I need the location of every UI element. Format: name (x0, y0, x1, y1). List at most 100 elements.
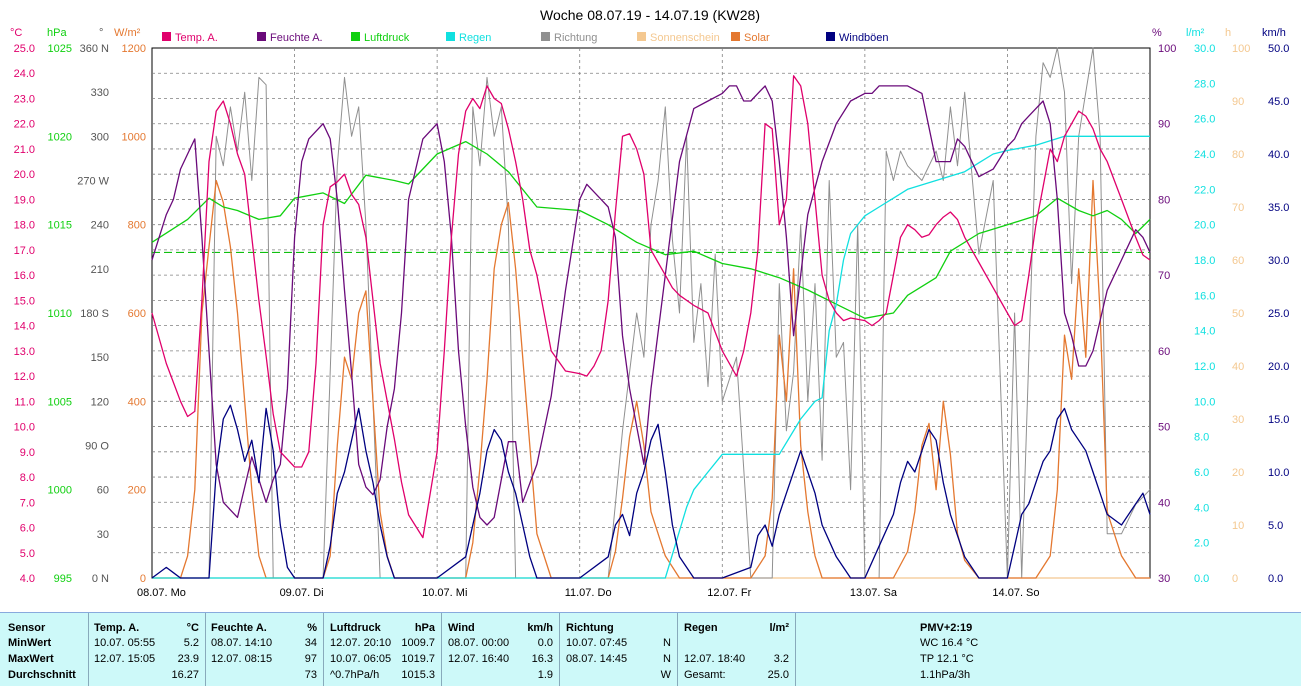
pressure-axis-tick: 1005 (48, 396, 72, 408)
pressure-axis-tick: 995 (54, 573, 72, 585)
temp-axis-tick: 15.0 (14, 295, 35, 307)
stats-header-temp: Temp. A. (94, 622, 140, 634)
x-axis-label: 11.07. Do (565, 587, 612, 599)
stats-pressure-avg-value: 1015.3 (401, 669, 435, 681)
wind-axis-unit: km/h (1262, 27, 1286, 39)
solar-axis-tick: 1200 (122, 43, 146, 55)
series-line-regen (152, 135, 1150, 579)
direction-axis-tick: 90 O (85, 441, 109, 453)
direction-axis-tick: 360 N (80, 43, 109, 55)
sunshine-axis-tick: 0 (1232, 573, 1238, 585)
stats-col-humidity: Feuchte A. % 08.07. 14:10 34 12.07. 08:1… (206, 613, 324, 686)
stats-header-temp-unit: °C (186, 622, 199, 634)
temp-axis-tick: 14.0 (14, 321, 35, 333)
stats-label-max: MaxWert (8, 653, 54, 665)
stats-temp-avg-value: 16.27 (171, 669, 199, 681)
humidity-axis-tick: 30 (1158, 573, 1170, 585)
pressure-axis-unit: hPa (47, 27, 67, 39)
legend-label-rain: Regen (459, 32, 491, 44)
stats-humidity-min-time: 08.07. 14:10 (211, 637, 273, 649)
sunshine-axis-unit: h (1225, 27, 1231, 39)
x-axis-label: 09.07. Di (280, 587, 324, 599)
stats-col-pmv: PMV+2:19 WC 16.4 °C TP 12.1 °C 1.1hPa/3h (796, 613, 1301, 686)
stats-pressure-max-time: 10.07. 06:05 (330, 653, 392, 665)
plot-area (151, 47, 1151, 579)
humidity-axis-tick: 40 (1158, 497, 1170, 509)
rain-axis-tick: 22.0 (1194, 184, 1215, 196)
legend-swatch-direction (541, 32, 550, 41)
stats-col-direction: Richtung 10.07. 07:45 N 08.07. 14:45 N W (560, 613, 678, 686)
x-axis-label: 12.07. Fr (707, 587, 751, 599)
stats-humidity-min-value: 34 (304, 637, 317, 649)
temp-axis-tick: 20.0 (14, 169, 35, 181)
rain-axis-tick: 30.0 (1194, 43, 1215, 55)
stats-wind-min-value: 0.0 (537, 637, 553, 649)
stats-col-rain: Regen l/m² 12.07. 18:40 3.2 Gesamt: 25.0 (678, 613, 796, 686)
stats-header-direction: Richtung (566, 622, 614, 634)
series-line-luftdruck (151, 140, 1151, 319)
rain-axis-tick: 12.0 (1194, 361, 1215, 373)
direction-axis-tick: 60 (97, 485, 109, 497)
direction-axis-tick: 30 (97, 529, 109, 541)
sunshine-axis-tick: 50 (1232, 308, 1244, 320)
rain-axis-tick: 8.0 (1194, 432, 1209, 444)
wind-axis-tick: 20.0 (1268, 361, 1289, 373)
humidity-axis-tick: 80 (1158, 194, 1170, 206)
wind-axis-tick: 25.0 (1268, 308, 1289, 320)
direction-axis-tick: 210 (91, 264, 109, 276)
stats-direction-avg-value: W (660, 669, 671, 681)
rain-axis-tick: 20.0 (1194, 220, 1215, 232)
rain-axis-tick: 10.0 (1194, 396, 1215, 408)
stats-header-pressure-unit: hPa (414, 622, 435, 634)
rain-axis-tick: 2.0 (1194, 538, 1209, 550)
rain-axis-tick: 18.0 (1194, 255, 1215, 267)
direction-axis-tick: 120 (91, 396, 109, 408)
temp-axis-tick: 25.0 (14, 43, 35, 55)
legend-label-temp: Temp. A. (175, 32, 218, 44)
direction-axis-tick: 150 (91, 352, 109, 364)
legend-swatch-solar (731, 32, 740, 41)
humidity-axis-tick: 100 (1158, 43, 1176, 55)
sunshine-axis-tick: 40 (1232, 361, 1244, 373)
rain-axis-unit: l/m² (1186, 27, 1205, 39)
wind-axis-tick: 40.0 (1268, 149, 1289, 161)
temp-axis-tick: 21.0 (14, 144, 35, 156)
x-axis-label: 13.07. Sa (850, 587, 898, 599)
stats-direction-max-time: 08.07. 14:45 (566, 653, 628, 665)
stats-header-rain: Regen (684, 622, 718, 634)
stats-col-sensor: Sensor MinWert MaxWert Durchschnitt (0, 613, 89, 686)
stats-humidity-max-value: 97 (304, 653, 317, 665)
stats-wind-min-time: 08.07. 00:00 (448, 637, 510, 649)
temp-axis-tick: 4.0 (20, 573, 35, 585)
rain-axis-tick: 0.0 (1194, 573, 1209, 585)
legend-swatch-rain (446, 32, 455, 41)
pressure-axis-tick: 1000 (48, 485, 72, 497)
stats-humidity-max-time: 12.07. 08:15 (211, 653, 273, 665)
rain-axis-tick: 28.0 (1194, 78, 1215, 90)
sunshine-axis-tick: 30 (1232, 414, 1244, 426)
rain-axis-tick: 24.0 (1194, 149, 1215, 161)
legend-label-pressure: Luftdruck (364, 32, 410, 44)
stats-direction-min-value: N (663, 637, 671, 649)
wind-axis-tick: 30.0 (1268, 255, 1289, 267)
pressure-axis-tick: 1015 (48, 220, 72, 232)
direction-axis-tick: 240 (91, 220, 109, 232)
direction-axis-tick: 300 (91, 131, 109, 143)
stats-rain-max-value: 3.2 (773, 653, 789, 665)
stats-rain-total-value: 25.0 (767, 669, 789, 681)
stats-label-avg: Durchschnitt (8, 669, 76, 681)
series-line-richtung (152, 47, 1151, 579)
stats-pressure-trend: ^0.7hPa/h (330, 669, 380, 681)
legend-label-solar: Solar (744, 32, 770, 44)
legend-swatch-pressure (351, 32, 360, 41)
solar-axis-tick: 1000 (122, 131, 146, 143)
direction-axis-unit: ° (99, 27, 103, 39)
temp-axis-tick: 5.0 (20, 548, 35, 560)
temp-axis-tick: 23.0 (14, 93, 35, 105)
stats-rain-max-time: 12.07. 18:40 (684, 653, 746, 665)
solar-axis-tick: 0 (140, 573, 146, 585)
legend-swatch-sunshine (637, 32, 646, 41)
stats-temp-max-time: 12.07. 15:05 (94, 653, 156, 665)
direction-axis-tick: 330 (91, 87, 109, 99)
stats-pmv-dewpoint: TP 12.1 °C (920, 653, 974, 665)
